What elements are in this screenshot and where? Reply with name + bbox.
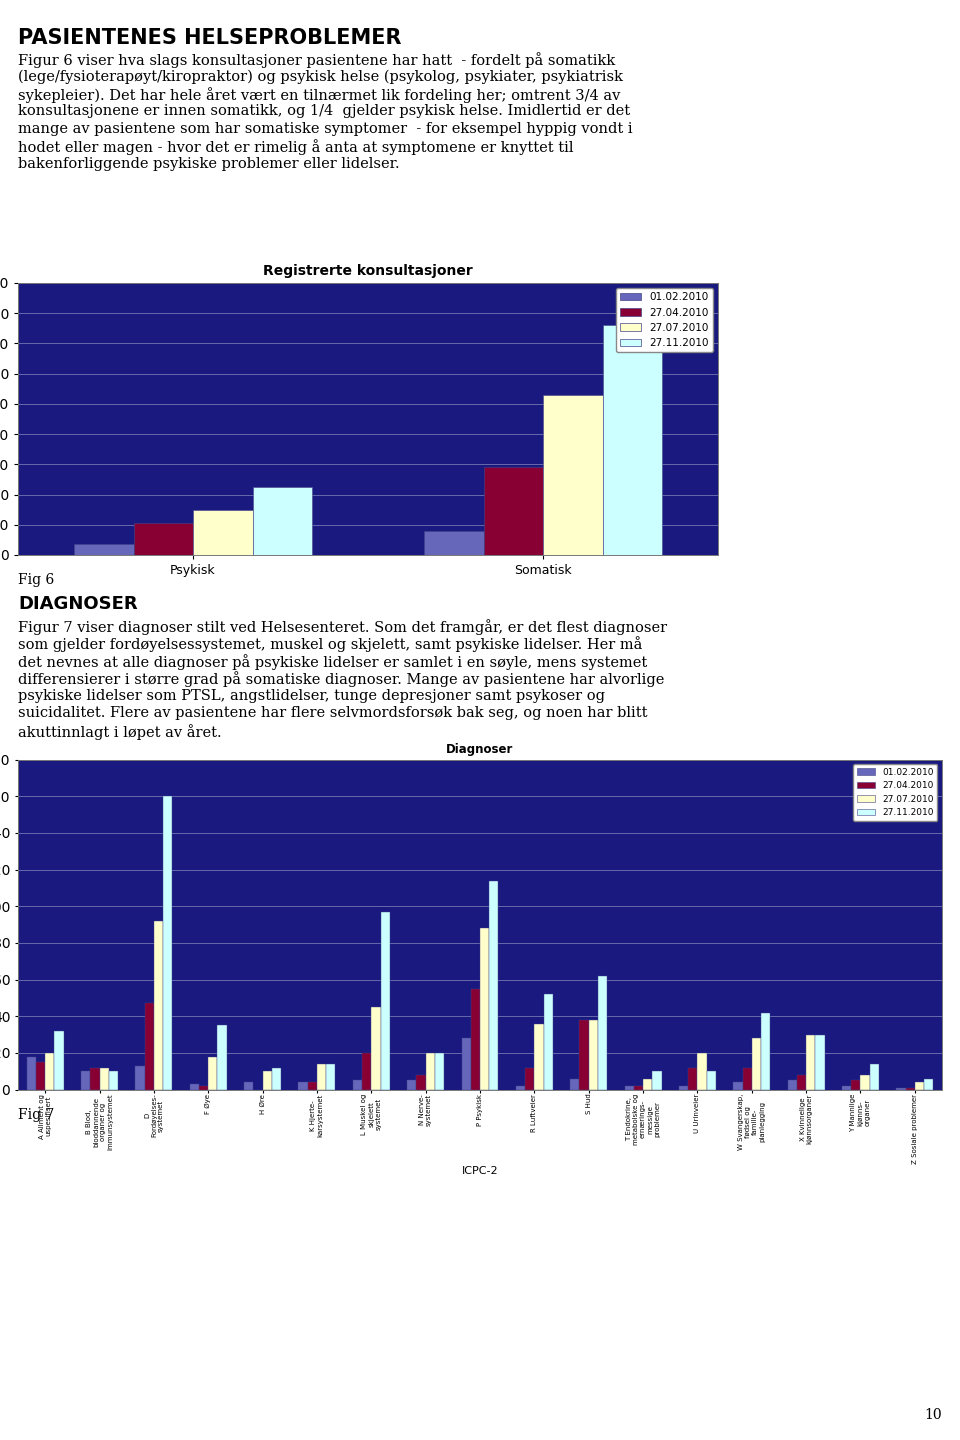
Bar	[580, 1020, 588, 1090]
Bar	[905, 1087, 915, 1090]
Bar	[915, 1083, 924, 1090]
Legend: 01.02.2010, 27.04.2010, 27.07.2010, 27.11.2010: 01.02.2010, 27.04.2010, 27.07.2010, 27.1…	[853, 765, 938, 821]
Text: konsultasjonene er innen somatikk, og 1/4  gjelder psykisk helse. Imidlertid er : konsultasjonene er innen somatikk, og 1/…	[18, 105, 630, 118]
Bar	[380, 912, 390, 1090]
Bar	[688, 1067, 697, 1090]
Text: Fig 6: Fig 6	[18, 573, 55, 588]
Text: som gjelder fordøyelsessystemet, muskel og skjelett, samt psykiske lidelser. Her: som gjelder fordøyelsessystemet, muskel …	[18, 636, 642, 652]
Bar	[815, 1034, 825, 1090]
Bar	[588, 1020, 598, 1090]
Bar	[752, 1038, 761, 1090]
Bar	[299, 1083, 308, 1090]
Bar	[435, 1053, 444, 1090]
Bar	[806, 1034, 815, 1090]
Bar	[625, 1086, 634, 1090]
Text: differensierer i større grad på somatiske diagnoser. Mange av pasientene har alv: differensierer i større grad på somatisk…	[18, 671, 664, 687]
Text: DIAGNOSER: DIAGNOSER	[18, 595, 137, 613]
Bar	[55, 1031, 63, 1090]
Text: det nevnes at alle diagnoser på psykiske lidelser er samlet i en søyle, mens sys: det nevnes at alle diagnoser på psykiske…	[18, 654, 647, 670]
Bar	[407, 1080, 417, 1090]
Legend: 01.02.2010, 27.04.2010, 27.07.2010, 27.11.2010: 01.02.2010, 27.04.2010, 27.07.2010, 27.1…	[615, 288, 712, 353]
Bar	[372, 1007, 380, 1090]
Bar	[797, 1074, 806, 1090]
Bar	[924, 1079, 933, 1090]
Bar	[417, 1074, 425, 1090]
Bar	[244, 1083, 253, 1090]
Bar	[842, 1086, 852, 1090]
Bar	[163, 796, 173, 1090]
Bar	[570, 1079, 580, 1090]
X-axis label: ICPC-2: ICPC-2	[462, 1166, 498, 1176]
Bar	[326, 1064, 335, 1090]
Bar	[484, 468, 543, 554]
Bar	[543, 994, 553, 1090]
Bar	[860, 1074, 870, 1090]
Bar	[761, 1012, 770, 1090]
Bar	[425, 1053, 435, 1090]
Bar	[535, 1024, 543, 1090]
Bar	[362, 1053, 372, 1090]
Bar	[308, 1083, 317, 1090]
Bar	[145, 1004, 154, 1090]
Bar	[263, 1071, 272, 1090]
Bar	[598, 976, 607, 1090]
Title: Registrerte konsultasjoner: Registrerte konsultasjoner	[263, 264, 473, 278]
Bar	[74, 543, 133, 554]
Bar	[218, 1025, 227, 1090]
Bar	[193, 510, 252, 554]
Bar	[100, 1067, 108, 1090]
Bar	[36, 1063, 45, 1090]
Text: 10: 10	[924, 1408, 942, 1423]
Bar	[897, 1087, 905, 1090]
Bar	[643, 1079, 652, 1090]
Text: (lege/fysioterapøyt/kiropraktor) og psykisk helse (psykolog, psykiater, psykiatr: (lege/fysioterapøyt/kiropraktor) og psyk…	[18, 69, 623, 84]
Bar	[742, 1067, 752, 1090]
Bar	[190, 1084, 199, 1090]
Bar	[470, 989, 480, 1090]
Bar	[424, 531, 484, 554]
Title: Diagnoser: Diagnoser	[446, 743, 514, 756]
Bar	[603, 325, 662, 554]
Bar	[707, 1071, 716, 1090]
Bar	[787, 1080, 797, 1090]
Text: akuttinnlagt i løpet av året.: akuttinnlagt i løpet av året.	[18, 724, 222, 740]
Bar	[516, 1086, 525, 1090]
Bar	[81, 1071, 90, 1090]
Bar	[27, 1057, 36, 1090]
Text: Fig 7: Fig 7	[18, 1107, 55, 1122]
Bar	[634, 1086, 643, 1090]
Bar	[199, 1086, 208, 1090]
Text: suicidalitet. Flere av pasientene har flere selvmordsforsøk bak seg, og noen har: suicidalitet. Flere av pasientene har fl…	[18, 707, 647, 720]
Bar	[90, 1067, 100, 1090]
Bar	[870, 1064, 879, 1090]
Bar	[733, 1083, 742, 1090]
Bar	[543, 395, 603, 554]
Text: Figur 6 viser hva slags konsultasjoner pasientene har hatt  - fordelt på somatik: Figur 6 viser hva slags konsultasjoner p…	[18, 52, 615, 68]
Text: hodet eller magen - hvor det er rimelig å anta at symptomene er knyttet til: hodet eller magen - hvor det er rimelig …	[18, 140, 573, 156]
Bar	[135, 1066, 145, 1090]
Bar	[490, 880, 498, 1090]
Text: sykepleier). Det har hele året vært en tilnærmet lik fordeling her; omtrent 3/4 : sykepleier). Det har hele året vært en t…	[18, 86, 620, 102]
Bar	[154, 920, 163, 1090]
Bar	[272, 1067, 281, 1090]
Bar	[679, 1086, 688, 1090]
Text: mange av pasientene som har somatiske symptomer  - for eksempel hyppig vondt i: mange av pasientene som har somatiske sy…	[18, 122, 633, 135]
Bar	[697, 1053, 707, 1090]
Bar	[525, 1067, 535, 1090]
Bar	[133, 523, 193, 554]
Bar	[480, 929, 490, 1090]
Bar	[317, 1064, 326, 1090]
Text: Figur 7 viser diagnoser stilt ved Helsesenteret. Som det framgår, er det flest d: Figur 7 viser diagnoser stilt ved Helses…	[18, 619, 667, 635]
Bar	[652, 1071, 661, 1090]
Text: psykiske lidelser som PTSL, angstlidelser, tunge depresjoner samt psykoser og: psykiske lidelser som PTSL, angstlidelse…	[18, 688, 605, 703]
Bar	[252, 487, 312, 554]
Bar	[108, 1071, 118, 1090]
Bar	[353, 1080, 362, 1090]
Text: PASIENTENES HELSEPROBLEMER: PASIENTENES HELSEPROBLEMER	[18, 27, 401, 48]
Bar	[462, 1038, 470, 1090]
Text: bakenforliggende psykiske problemer eller lidelser.: bakenforliggende psykiske problemer elle…	[18, 157, 399, 171]
Bar	[852, 1080, 860, 1090]
Bar	[45, 1053, 55, 1090]
Bar	[208, 1057, 218, 1090]
